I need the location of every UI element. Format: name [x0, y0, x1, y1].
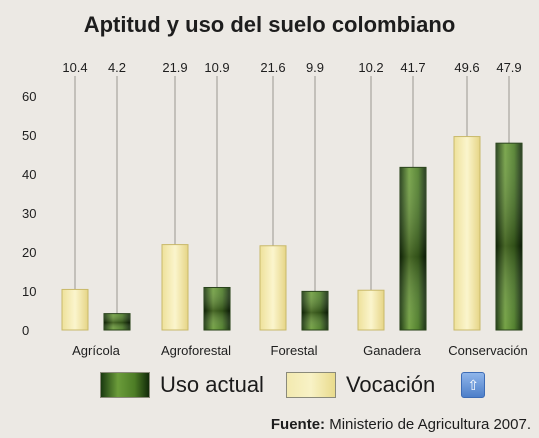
source-prefix: Fuente: — [270, 416, 326, 433]
value-label-uso-actual: 10.9 — [204, 60, 229, 75]
y-tick-label: 20 — [22, 245, 36, 260]
legend-item-uso-actual: Uso actual — [100, 372, 264, 398]
bar-uso-actual-shade — [496, 143, 522, 330]
legend-label-vocacion: Vocación — [345, 372, 436, 397]
scroll-up-button[interactable]: ⇧ — [461, 372, 486, 398]
bar-vocacion — [357, 289, 385, 331]
value-label-vocacion: 49.6 — [454, 60, 479, 75]
legend: Uso actual Vocación ⇧ — [100, 372, 486, 398]
bar-vocacion — [453, 136, 481, 331]
value-label-vocacion: 21.6 — [260, 60, 285, 75]
bar-uso-actual-shade — [400, 167, 426, 330]
bar-uso-actual-shade — [104, 313, 130, 330]
y-tick-label: 10 — [22, 284, 36, 299]
x-category-label: Agroforestal — [161, 343, 231, 358]
value-label-vocacion: 10.2 — [358, 60, 383, 75]
x-category-label: Forestal — [271, 343, 318, 358]
legend-label-uso-actual: Uso actual — [160, 372, 264, 397]
x-category-label: Conservación — [448, 343, 528, 358]
bar-uso-actual-shade — [302, 291, 328, 330]
source-text: Ministerio de Agricultura 2007. — [325, 416, 531, 433]
legend-swatch-uso-actual — [100, 372, 150, 398]
value-label-vocacion: 21.9 — [162, 60, 187, 75]
value-label-uso-actual: 9.9 — [306, 60, 324, 75]
y-tick-label: 30 — [22, 206, 36, 221]
y-tick-label: 50 — [22, 128, 36, 143]
value-label-vocacion: 10.4 — [62, 60, 87, 75]
y-tick-label: 0 — [22, 323, 29, 338]
source-note: Fuente: Ministerio de Agricultura 2007. — [271, 416, 531, 433]
y-tick-label: 40 — [22, 167, 36, 182]
bar-vocacion — [161, 244, 189, 331]
chart-title: Aptitud y uso del suelo colombiano — [83, 12, 456, 37]
bar-vocacion — [259, 245, 287, 331]
value-label-uso-actual: 41.7 — [400, 60, 425, 75]
value-label-uso-actual: 4.2 — [108, 60, 126, 75]
bar-uso-actual-shade — [204, 287, 230, 330]
arrow-up-icon: ⇧ — [467, 376, 480, 393]
y-tick-label: 60 — [22, 89, 36, 104]
x-category-label: Ganadera — [363, 343, 422, 358]
value-label-uso-actual: 47.9 — [496, 60, 521, 75]
x-category-label: Agrícola — [72, 343, 120, 358]
legend-item-vocacion: Vocación — [285, 372, 436, 398]
bar-vocacion — [61, 288, 89, 331]
legend-swatch-vocacion — [285, 372, 336, 398]
